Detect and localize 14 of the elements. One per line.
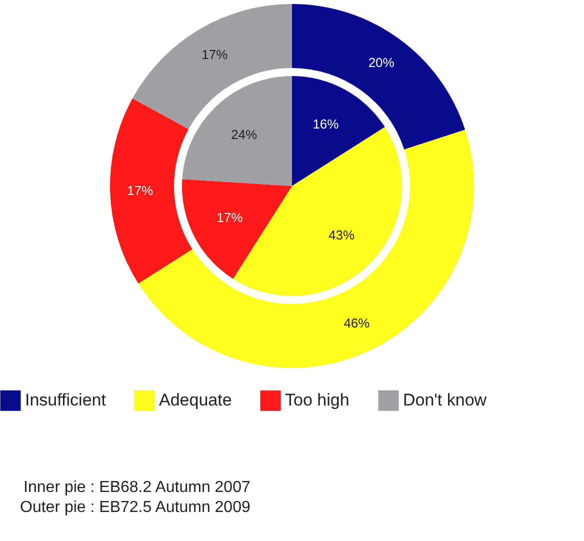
data-label: 20% (368, 55, 395, 70)
data-label: 16% (312, 116, 340, 132)
legend-label: Don't know (403, 390, 488, 410)
legend-label: Insufficient (25, 390, 106, 410)
data-label: 17% (216, 210, 244, 225)
data-label: 46% (344, 316, 370, 331)
data-label: 17% (202, 47, 228, 62)
text: Inner pie : EB68.2 Autumn 2007 (22, 478, 250, 498)
legend-label: Adequate (159, 390, 232, 410)
text: Outer pie : EB72.5 Autumn 2009 (20, 498, 250, 518)
data-label: 24% (231, 126, 258, 142)
legend-label: Too high (285, 390, 350, 410)
data-label: 17% (127, 182, 154, 198)
data-label: 43% (328, 227, 355, 242)
